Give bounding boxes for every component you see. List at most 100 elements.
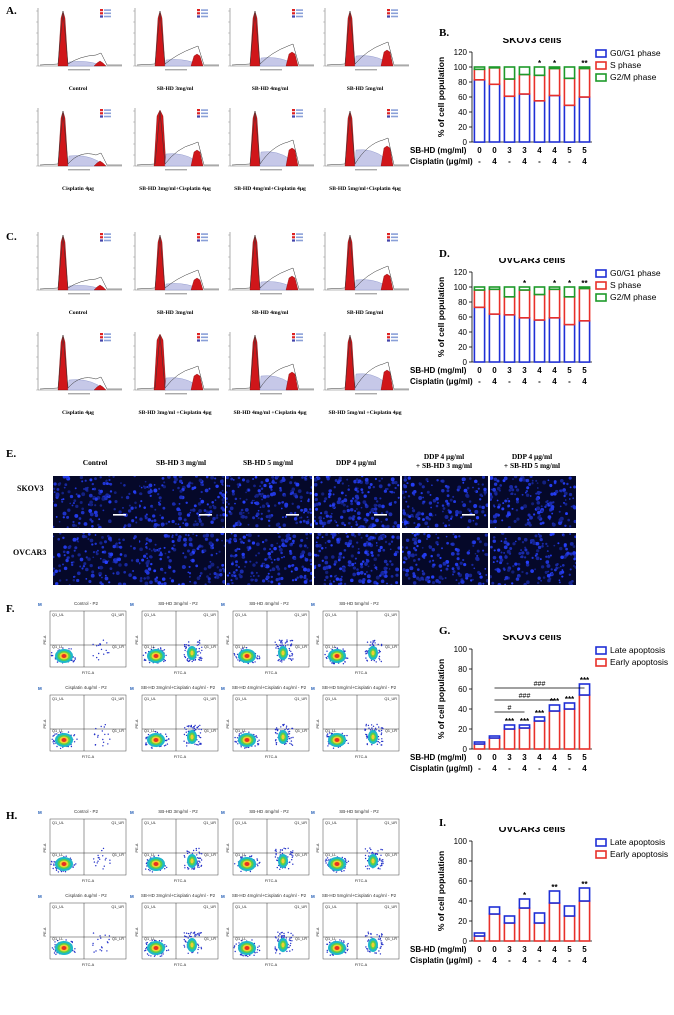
legend-swatch — [292, 112, 295, 115]
nucleus — [350, 502, 354, 506]
event-dot — [185, 728, 187, 731]
nucleus — [259, 485, 261, 487]
nucleus — [192, 508, 196, 512]
event-dot — [101, 947, 103, 949]
quadrant-label: Q1_LR — [112, 645, 124, 649]
flow-marker: M — [130, 894, 134, 899]
nucleus — [343, 524, 346, 527]
nucleus — [422, 496, 424, 499]
event-dot — [279, 644, 281, 646]
quadrant-label: Q1_UL — [144, 697, 156, 701]
x-axis-label: FITC-A — [355, 755, 368, 759]
nucleus — [555, 563, 559, 567]
row1-value: 3 — [507, 366, 512, 375]
nucleus — [146, 557, 149, 560]
nucleus — [353, 479, 357, 484]
nucleus — [372, 485, 376, 489]
nucleus — [270, 488, 273, 491]
histogram-plot — [36, 232, 122, 295]
x-axis-label — [260, 69, 282, 71]
nucleus — [235, 569, 238, 572]
legend-text — [104, 115, 111, 118]
nucleus — [282, 523, 287, 527]
event-dot — [373, 659, 375, 662]
flow-marker: M — [311, 894, 315, 899]
nucleus — [452, 533, 455, 536]
density-red — [334, 654, 340, 658]
event-dot — [364, 651, 367, 653]
nucleus — [460, 579, 465, 584]
event-dot — [200, 946, 202, 949]
legend-swatch — [100, 12, 103, 15]
nucleus — [463, 563, 467, 567]
event-dot — [346, 945, 349, 948]
event-dot — [162, 953, 164, 955]
nucleus — [207, 577, 211, 581]
nucleus — [496, 560, 499, 563]
y-tick-label: 60 — [458, 93, 467, 102]
nucleus — [393, 491, 396, 494]
nucleus — [183, 543, 187, 547]
nucleus — [202, 534, 207, 538]
nucleus — [478, 505, 482, 509]
nucleus — [105, 480, 108, 483]
nucleus — [381, 504, 385, 509]
nucleus — [159, 547, 162, 550]
event-dot — [332, 747, 335, 749]
event-dot — [186, 742, 188, 744]
legend-label: S phase — [610, 60, 641, 70]
flow-plot-title: Control - P2 — [73, 809, 99, 814]
event-dot — [327, 745, 329, 747]
nucleus — [114, 500, 118, 504]
flow-plot-title: Control - P2 — [73, 601, 99, 606]
event-dot — [347, 948, 349, 950]
micro-image — [226, 533, 312, 585]
nucleus — [521, 551, 525, 555]
bar-g2-m-phase — [578, 66, 591, 70]
micro-image — [53, 476, 139, 528]
event-dot — [367, 865, 369, 867]
nucleus — [241, 478, 246, 482]
event-dot — [106, 642, 108, 644]
legend-text — [104, 336, 111, 339]
nucleus — [332, 580, 335, 583]
nucleus — [331, 533, 335, 536]
g1-peak — [154, 234, 166, 291]
nucleus — [346, 478, 349, 481]
nucleus — [242, 535, 246, 539]
nucleus — [267, 552, 271, 556]
nucleus — [336, 524, 339, 527]
nucleus — [281, 556, 283, 559]
event-dot — [103, 865, 105, 867]
event-dot — [183, 944, 185, 947]
nucleus — [472, 519, 475, 522]
event-dot — [372, 852, 374, 855]
micro-image — [314, 476, 400, 528]
nucleus — [375, 568, 378, 571]
nucleus — [188, 575, 191, 578]
nucleus — [568, 476, 572, 480]
bar-g2-m-phase — [503, 286, 516, 298]
event-dot — [109, 859, 111, 861]
nucleus — [540, 565, 545, 569]
nucleus — [531, 556, 534, 559]
event-dot — [159, 955, 161, 957]
legend-text — [201, 236, 208, 239]
quadrant-label: Q1_LR — [204, 645, 216, 649]
nucleus — [257, 574, 260, 578]
event-dot — [290, 643, 293, 645]
nucleus — [431, 575, 435, 579]
event-dot — [184, 727, 186, 729]
nucleus — [446, 494, 450, 498]
nucleus — [367, 565, 370, 568]
event-dot — [382, 943, 384, 946]
event-dot — [256, 949, 259, 951]
nucleus — [375, 575, 380, 580]
event-dot — [145, 868, 147, 870]
event-dot — [331, 662, 333, 664]
nucleus — [282, 516, 284, 519]
nucleus — [402, 511, 406, 515]
event-dot — [102, 639, 105, 641]
histogram-caption: SB-HD 3mg/ml — [156, 310, 194, 316]
